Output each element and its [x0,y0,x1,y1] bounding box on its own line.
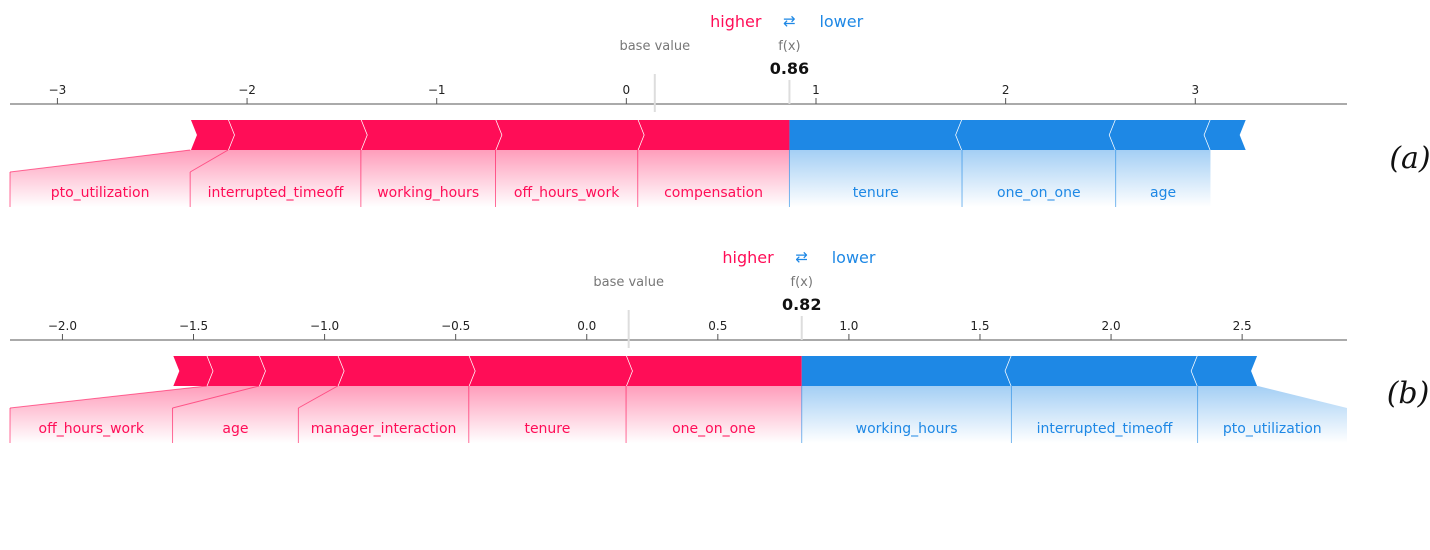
legend-lower: lower [819,12,863,31]
x-tick-label: 1.0 [839,319,858,333]
label-connector [9,149,191,173]
feature-label: one_on_one [997,185,1081,201]
feature-label: interrupted_timeoff [1037,421,1173,437]
legend-lower: lower [832,248,876,267]
label-fan [10,386,260,443]
x-tick-label: −3 [49,83,67,97]
bar-segment-age [259,356,344,386]
label-fan [190,150,361,207]
feature-label: tenure [853,185,899,201]
label-fan [801,386,1012,443]
x-tick-label: −0.5 [441,319,470,333]
label-fan [360,150,496,207]
x-tick-label: −1.5 [179,319,208,333]
feature-label: working_hours [377,185,479,201]
fx-label: f(x) [791,275,813,290]
label-fan [626,386,802,443]
bar-segment-working_hours [360,120,502,150]
bar-segment-compensation [637,120,790,150]
label-fan [1197,386,1347,443]
label-fan [298,386,469,443]
swap-arrows-icon: ⇄ [783,12,796,30]
feature-label: age [1150,185,1176,201]
x-tick-label: 2.0 [1102,319,1121,333]
bar-segment-other [1204,120,1247,150]
x-tick-label: 1 [812,83,820,97]
segment-separator [1251,355,1259,387]
fx-value: 0.82 [782,295,821,314]
bar-segment-age [1109,120,1211,150]
bar-segment-one_on_one [956,120,1116,150]
bar-segment-tenure [789,120,963,150]
force-plot-panel-a: higher ⇄ lower base value f(x) 0.86 −3 −2 −1 0 1 2 3… [9,12,1430,207]
x-tick-label: −1 [428,83,446,97]
feature-label: tenure [524,421,570,437]
panel-tag: (a) [1389,141,1430,176]
bar-segment-other [172,356,213,386]
feature-label: interrupted_timeoff [208,185,344,201]
feature-label: age [222,421,248,437]
fx-label: f(x) [778,39,800,54]
bar-segment-one_on_one [626,356,802,386]
x-tick-label: 0.0 [577,319,596,333]
bar-segment-interrupted_timeoff [1005,356,1198,386]
force-plot-panel-b: higher ⇄ lower base value f(x) 0.82 −2.0 −1.5 −1… [9,248,1430,443]
feature-label: manager_interaction [311,421,457,437]
bar-segment-tenure [468,356,633,386]
bar-segment-manager_interaction [337,356,475,386]
label-fan [789,150,963,207]
segment-separator [189,119,197,151]
bar-segment-off_hours_work [206,356,266,386]
x-tick-label: −2.0 [48,319,77,333]
feature-label: pto_utilization [1223,421,1322,437]
label-fan [1115,150,1211,207]
x-tick-label: 3 [1191,83,1199,97]
label-fan [495,150,638,207]
x-tick-label: −1.0 [310,319,339,333]
feature-label: off_hours_work [39,421,145,437]
fx-value: 0.86 [770,59,809,78]
legend-higher: higher [710,12,762,31]
base-value-label: base value [619,39,690,54]
feature-label: off_hours_work [514,185,620,201]
label-fan [172,386,338,443]
feature-label: working_hours [856,421,958,437]
label-connector [9,385,207,409]
label-fan [468,386,627,443]
bar-segment-working_hours [801,356,1012,386]
x-tick-label: 0 [623,83,631,97]
bar-segment-pto_utilization [1191,356,1258,386]
bar-segment-pto_utilization [190,120,235,150]
x-tick-label: −2 [238,83,256,97]
label-fan [637,150,790,207]
panel-tag: (b) [1387,376,1430,411]
feature-label: compensation [664,185,763,201]
bar-segment-interrupted_timeoff [228,120,367,150]
feature-label: pto_utilization [51,185,150,201]
segment-separator [171,355,180,387]
swap-arrows-icon: ⇄ [795,248,808,266]
label-fan [1011,386,1198,443]
bar-segment-off_hours_work [495,120,644,150]
x-tick-label: 0.5 [708,319,727,333]
label-fan [10,150,229,207]
segment-separator [1239,119,1248,151]
legend-higher: higher [722,248,774,267]
label-fan [962,150,1116,207]
x-tick-label: 2 [1002,83,1010,97]
x-tick-label: 2.5 [1233,319,1252,333]
x-tick-label: 1.5 [970,319,989,333]
base-value-label: base value [593,275,664,290]
feature-label: one_on_one [672,421,756,437]
